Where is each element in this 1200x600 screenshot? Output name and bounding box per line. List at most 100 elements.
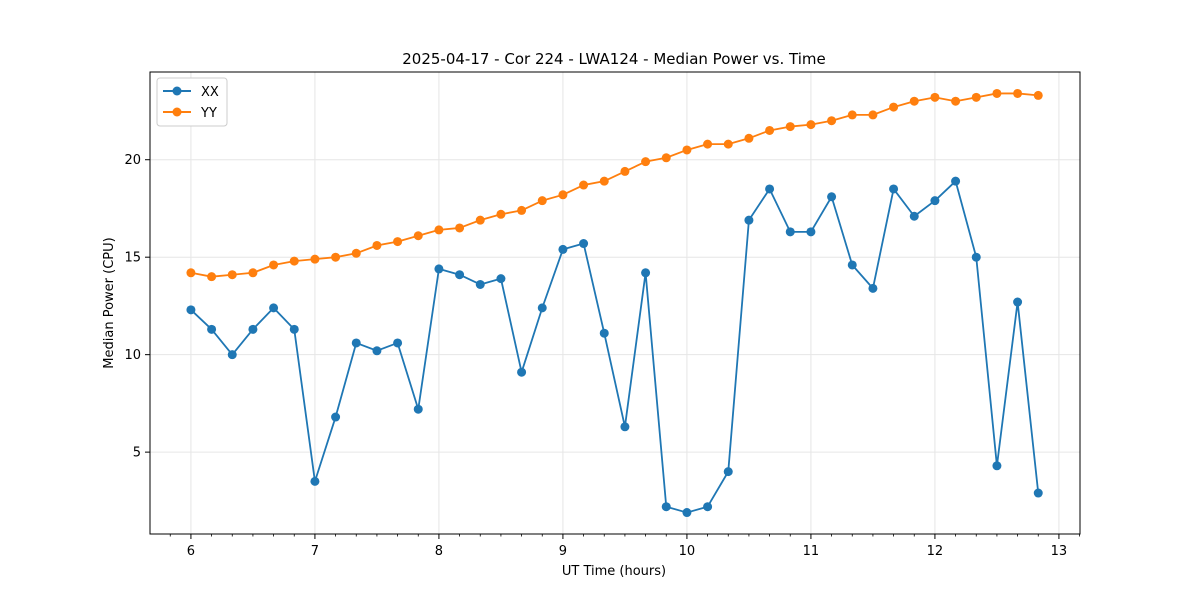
series-layer <box>186 88 1043 518</box>
data-point-xx <box>806 227 816 237</box>
data-point-xx <box>393 338 403 348</box>
legend-marker-xx <box>172 86 182 96</box>
data-point-xx <box>765 184 775 194</box>
data-point-xx <box>186 305 196 315</box>
data-point-xx <box>703 502 713 512</box>
legend-marker-yy <box>172 107 182 117</box>
y-tick-label: 20 <box>124 153 141 168</box>
data-point-xx <box>351 338 361 348</box>
data-point-yy <box>599 176 609 186</box>
data-point-xx <box>558 244 568 254</box>
data-point-yy <box>537 196 547 206</box>
data-point-xx <box>496 274 506 284</box>
data-point-yy <box>372 240 382 250</box>
data-point-xx <box>310 476 320 486</box>
data-point-yy <box>785 122 795 132</box>
data-point-xx <box>661 502 671 512</box>
data-point-xx <box>413 404 423 414</box>
data-point-xx <box>951 176 961 186</box>
data-point-yy <box>930 92 940 102</box>
data-point-yy <box>703 139 713 149</box>
data-point-yy <box>331 252 341 262</box>
data-point-xx <box>599 328 609 338</box>
chart-title: 2025-04-17 - Cor 224 - LWA124 - Median P… <box>402 50 826 68</box>
data-point-xx <box>455 270 465 280</box>
data-point-xx <box>372 346 382 356</box>
data-point-xx <box>620 422 630 432</box>
data-point-yy <box>641 157 651 167</box>
data-point-xx <box>537 303 547 313</box>
data-point-yy <box>351 248 361 258</box>
data-point-yy <box>889 102 899 112</box>
data-point-yy <box>413 231 423 241</box>
data-point-yy <box>1013 88 1023 98</box>
data-point-yy <box>827 116 837 126</box>
axes: 6 7 8 9 10 11 12 13 5 10 15 20 <box>124 153 1080 559</box>
data-point-yy <box>269 260 279 270</box>
data-point-yy <box>682 145 692 155</box>
data-point-yy <box>951 96 961 106</box>
data-point-xx <box>847 260 857 270</box>
data-point-xx <box>227 350 237 360</box>
data-point-xx <box>930 196 940 206</box>
data-point-xx <box>723 467 733 477</box>
data-point-xx <box>971 252 981 262</box>
legend: XX YY <box>156 77 228 127</box>
data-point-xx <box>248 324 258 334</box>
x-tick-label: 11 <box>803 544 820 559</box>
data-point-yy <box>310 254 320 264</box>
data-point-yy <box>434 225 444 235</box>
data-point-xx <box>434 264 444 274</box>
data-point-yy <box>579 180 589 190</box>
data-point-xx <box>682 508 692 518</box>
series-line-yy <box>190 92 1039 278</box>
data-point-yy <box>186 268 196 278</box>
data-point-yy <box>558 190 568 200</box>
data-point-yy <box>393 237 403 247</box>
data-point-yy <box>868 110 878 120</box>
x-tick-label: 7 <box>311 544 319 559</box>
y-tick-label: 10 <box>124 348 141 363</box>
data-point-yy <box>620 166 630 176</box>
data-point-yy <box>806 120 816 130</box>
legend-label-yy: YY <box>200 106 217 121</box>
x-tick-label: 6 <box>187 544 195 559</box>
data-point-xx <box>517 367 527 377</box>
data-point-xx <box>641 268 651 278</box>
data-point-xx <box>331 412 341 422</box>
data-point-xx <box>868 283 878 293</box>
data-point-yy <box>992 88 1002 98</box>
plot-frame <box>149 71 1081 535</box>
data-point-yy <box>765 125 775 135</box>
data-point-yy <box>289 256 299 266</box>
data-point-xx <box>289 324 299 334</box>
legend-label-xx: XX <box>201 85 219 100</box>
data-point-xx <box>475 279 485 289</box>
data-point-yy <box>1033 90 1043 100</box>
x-axis-label: UT Time (hours) <box>562 564 666 579</box>
data-point-yy <box>909 96 919 106</box>
x-tick-label: 9 <box>559 544 567 559</box>
data-point-yy <box>847 110 857 120</box>
data-point-xx <box>579 239 589 249</box>
data-point-xx <box>269 303 279 313</box>
y-tick-label: 15 <box>124 251 141 266</box>
data-point-yy <box>661 153 671 163</box>
data-point-yy <box>517 205 527 215</box>
x-tick-label: 10 <box>679 544 696 559</box>
data-point-yy <box>207 272 217 282</box>
data-point-yy <box>455 223 465 233</box>
data-point-xx <box>1033 488 1043 498</box>
data-point-xx <box>909 211 919 221</box>
series-line-xx <box>190 180 1040 514</box>
data-point-yy <box>723 139 733 149</box>
data-point-xx <box>785 227 795 237</box>
data-point-yy <box>475 215 485 225</box>
data-point-yy <box>496 209 506 219</box>
data-point-xx <box>1013 297 1023 307</box>
y-tick-label: 5 <box>133 446 141 461</box>
data-point-xx <box>992 461 1002 471</box>
grid <box>150 72 1080 534</box>
data-point-xx <box>889 184 899 194</box>
